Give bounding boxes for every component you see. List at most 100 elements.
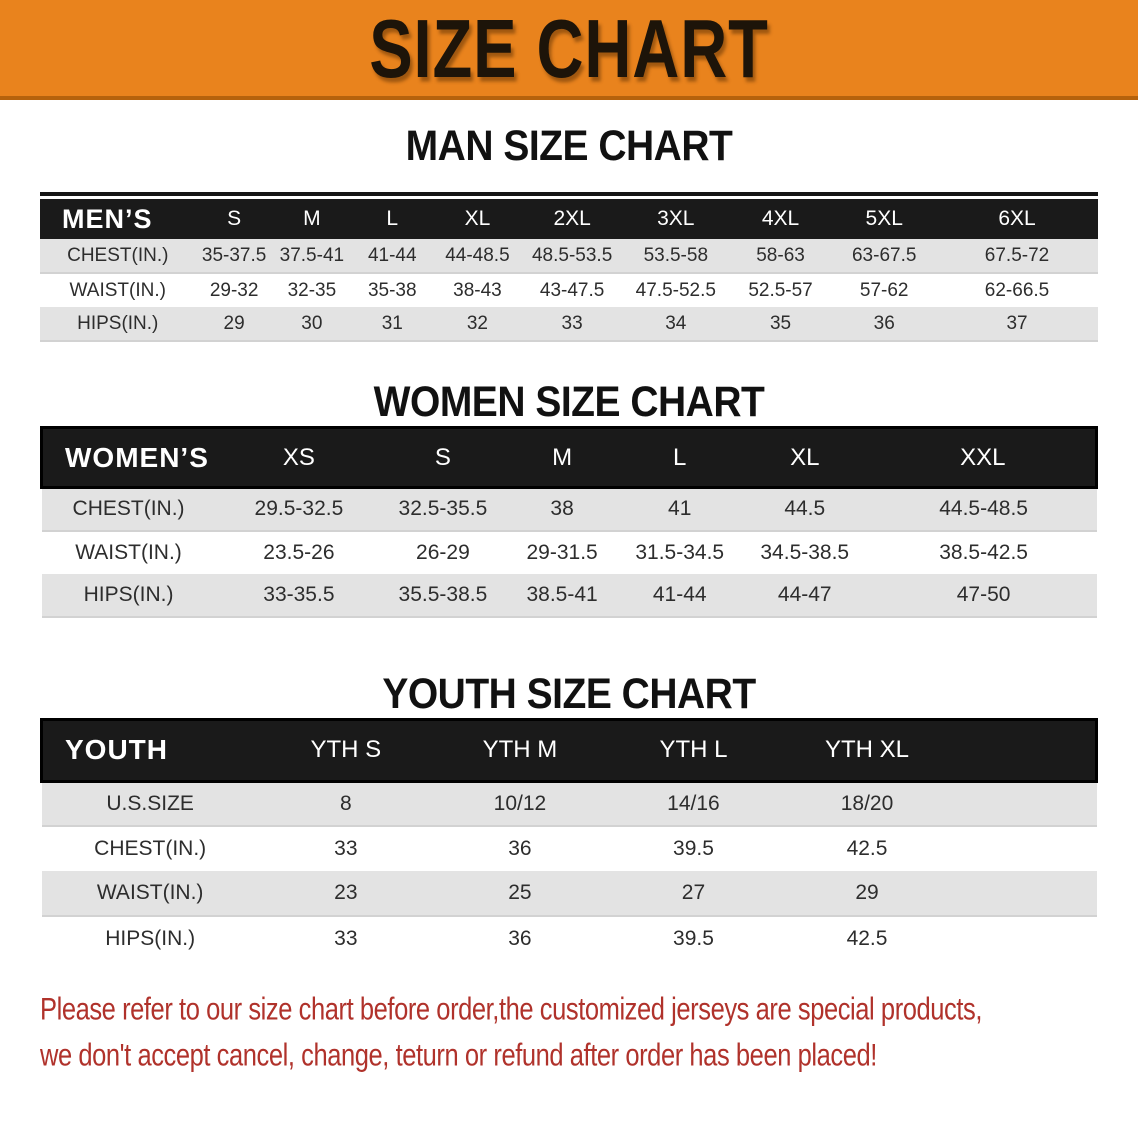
size-value-cell: 23.5-26	[263, 540, 335, 564]
women-size-table: WOMEN’S XS S M L XL XXL CHEST(IN.) 29.5-32.5 32.5…	[39, 426, 1098, 618]
size-value-cell: 38.5-41	[503, 573, 621, 618]
size-value-cell: 36	[832, 307, 937, 342]
size-column-header: M	[503, 426, 621, 489]
youth-section-heading: YOUTH SIZE CHART	[382, 670, 756, 718]
size-value-cell: 47-50	[870, 573, 1097, 618]
size-value-cell: 26-29	[416, 540, 470, 564]
size-value-cell: 25	[432, 871, 607, 917]
size-value-cell: 39.5	[673, 837, 714, 860]
size-value-cell: 29	[195, 307, 273, 342]
size-value-cell: 31.5-34.5	[635, 540, 725, 564]
size-value-cell: 32-35	[287, 279, 337, 301]
size-value-cell: 35.5-38.5	[382, 573, 504, 618]
size-value-cell: 37	[936, 307, 1098, 342]
size-value-cell: 44.5	[738, 487, 871, 532]
size-value-cell: 39.5	[673, 927, 714, 950]
row-label: WAIST(IN.)	[41, 871, 259, 917]
banner-title: SIZE CHART	[369, 1, 769, 95]
measurement-row: CHEST(IN.) 29.5-32.5 32.5-35.5 38 41 44.5 44.5…	[41, 487, 1097, 532]
men-section-heading: MAN SIZE CHART	[405, 122, 733, 171]
size-value-cell: 44-47	[738, 573, 871, 618]
size-column-header: YTH M	[432, 717, 607, 783]
size-value-cell: 53.5-58	[622, 239, 729, 274]
measurement-row: U.S.SIZE 8 10/12 14/16 18/20	[41, 781, 1097, 827]
header-filler	[954, 717, 1099, 783]
size-value-cell: 38-43	[453, 279, 502, 301]
size-value-cell: 33	[334, 927, 358, 950]
size-column-header: S	[382, 426, 504, 489]
size-column-header: YTH XL	[779, 717, 955, 783]
size-value-cell: 44.5-48.5	[870, 487, 1097, 532]
size-value-cell: 32.5-35.5	[382, 487, 504, 532]
size-value-cell: 35-38	[367, 279, 417, 301]
disclaimer-line-1: Please refer to our size chart before or…	[40, 992, 982, 1027]
size-value-cell: 34	[622, 307, 729, 342]
size-chart-banner: SIZE CHART	[0, 0, 1138, 100]
size-value-cell: 36	[508, 927, 532, 950]
row-label: HIPS(IN.)	[105, 927, 196, 950]
measurement-row: WAIST(IN.) 23.5-26 26-29 29-31.5 31.5-34.5 34…	[42, 531, 1097, 574]
measurement-row: HIPS(IN.) 33 36 39.5 42.5	[42, 916, 1097, 961]
row-label: CHEST(IN.)	[41, 487, 216, 532]
size-value-cell: 38	[503, 487, 621, 532]
size-value-cell: 8	[258, 781, 433, 827]
size-value-cell: 35-37.5	[195, 239, 273, 274]
size-value-cell: 33	[521, 307, 623, 342]
size-value-cell: 27	[606, 871, 780, 917]
size-value-cell: 43-47.5	[539, 279, 605, 301]
table-header-row: WOMEN’S XS S M L XL XXL	[39, 426, 1098, 489]
size-value-cell: 34.5-38.5	[760, 540, 850, 564]
measurement-row: CHEST(IN.) 33 36 39.5 42.5	[42, 826, 1097, 871]
women-section-heading: WOMEN SIZE CHART	[373, 378, 765, 427]
cell-filler	[954, 826, 1096, 871]
size-column-header: 6XL	[936, 199, 1098, 239]
size-value-cell: 62-66.5	[984, 279, 1050, 301]
size-value-cell: 63-67.5	[832, 239, 937, 274]
table-group-label: WOMEN’S	[39, 426, 216, 489]
row-label: CHEST(IN.)	[94, 837, 207, 860]
disclaimer-text: Please refer to our size chart before or…	[40, 987, 1138, 1079]
size-value-cell: 48.5-53.5	[521, 239, 623, 274]
men-table-topline	[40, 192, 1098, 196]
size-value-cell: 58-63	[728, 239, 833, 274]
size-column-header: XL	[433, 199, 522, 239]
measurement-row: HIPS(IN.) 33-35.5 35.5-38.5 38.5-41 41-44 44-…	[41, 573, 1097, 618]
size-column-header: YTH S	[258, 717, 433, 783]
cell-filler	[954, 916, 1096, 961]
table-group-label: MEN’S	[40, 199, 196, 239]
cell-filler	[954, 781, 1097, 827]
size-value-cell: 30	[272, 307, 352, 342]
size-value-cell: 29-31.5	[526, 540, 598, 564]
men-size-section: MAN SIZE CHART MEN’S S M L XL 2XL 3XL 4XL 5XL 6XL…	[0, 122, 1138, 342]
size-column-header: 3XL	[622, 199, 729, 239]
row-label: HIPS(IN.)	[41, 573, 216, 618]
youth-size-section: YOUTH SIZE CHART YOUTH YTH S YTH M YTH L YTH…	[0, 670, 1138, 962]
size-column-header: 2XL	[521, 199, 623, 239]
size-column-header: L	[351, 199, 434, 239]
size-column-header: XXL	[870, 426, 1098, 489]
size-value-cell: 29.5-32.5	[215, 487, 383, 532]
measurement-row: WAIST(IN.) 29-32 32-35 35-38 38-43 43-47.5 47.…	[40, 273, 1098, 307]
size-value-cell: 47.5-52.5	[635, 279, 716, 301]
size-column-header: YTH L	[606, 717, 780, 783]
size-value-cell: 57-62	[859, 279, 909, 301]
size-value-cell: 38.5-42.5	[939, 540, 1028, 564]
size-value-cell: 37.5-41	[272, 239, 352, 274]
size-column-header: L	[620, 426, 739, 489]
table-header-row: MEN’S S M L XL 2XL 3XL 4XL 5XL 6XL	[40, 199, 1098, 239]
size-column-header: S	[195, 199, 273, 239]
size-value-cell: 42.5	[846, 927, 888, 950]
row-label: CHEST(IN.)	[40, 239, 196, 274]
size-column-header: M	[272, 199, 352, 239]
size-value-cell: 41-44	[620, 573, 739, 618]
cell-filler	[954, 871, 1097, 917]
size-value-cell: 33-35.5	[215, 573, 383, 618]
size-value-cell: 14/16	[606, 781, 780, 827]
size-column-header: XL	[738, 426, 871, 489]
measurement-row: WAIST(IN.) 23 25 27 29	[41, 871, 1097, 917]
size-column-header: 4XL	[728, 199, 833, 239]
size-column-header: 5XL	[832, 199, 937, 239]
size-value-cell: 67.5-72	[936, 239, 1098, 274]
size-value-cell: 36	[508, 837, 532, 860]
size-value-cell: 52.5-57	[748, 279, 813, 301]
